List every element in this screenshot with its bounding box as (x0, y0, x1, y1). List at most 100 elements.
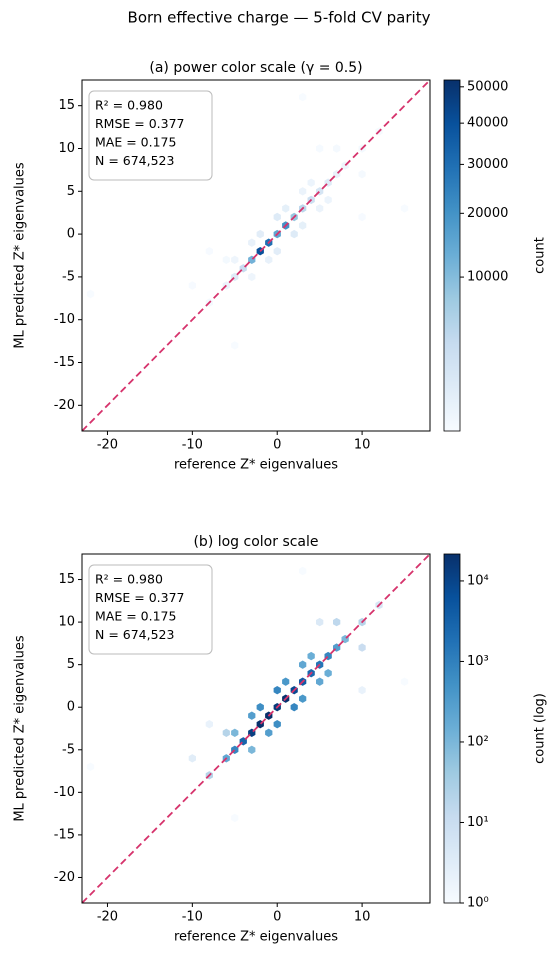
hexbin (256, 703, 264, 712)
colorbar (443, 79, 461, 432)
hexbin (205, 247, 213, 256)
x-tick-label: -20 (97, 910, 118, 925)
y-tick-label: 10 (58, 615, 75, 630)
y-tick-label: -10 (54, 785, 75, 800)
axes-frame (81, 553, 431, 904)
hexbin (248, 711, 256, 720)
hexbin (358, 170, 366, 179)
hexbin (265, 255, 273, 264)
annotation-line: MAE = 0.175 (95, 135, 176, 150)
axes-frame (81, 79, 431, 432)
y-tick-label: 15 (58, 572, 75, 587)
annotation-line: R² = 0.980 (95, 572, 163, 587)
y-tick-label: -5 (62, 269, 75, 284)
annotation-box (88, 90, 213, 181)
y-tick-label: -20 (54, 398, 75, 413)
annotation-line: R² = 0.980 (95, 98, 163, 113)
hexbin (282, 204, 290, 213)
x-axis-label: reference Z* eigenvalues (174, 930, 338, 945)
hexbin (400, 204, 409, 213)
x-tick-label: 0 (273, 910, 281, 925)
colorbar-label: count (log) (533, 693, 548, 764)
panel-title: (a) power color scale (γ = 0.5) (149, 60, 362, 76)
y-axis-label: ML predicted Z* eigenvalues (13, 635, 28, 822)
hexbin (86, 762, 95, 771)
hexbin (248, 272, 256, 282)
hexbin (273, 247, 281, 256)
hexbin (222, 728, 230, 737)
x-axis-label: reference Z* eigenvalues (174, 458, 338, 473)
y-axis-label: ML predicted Z* eigenvalues (13, 162, 28, 349)
hexbin (265, 728, 273, 737)
annotation-line: MAE = 0.175 (95, 609, 176, 624)
y-tick-label: -5 (62, 742, 75, 757)
hexbin (400, 677, 409, 686)
annotation-line: N = 674,523 (95, 153, 174, 168)
hexbin (358, 212, 366, 222)
hexbin (188, 754, 196, 763)
hexbin (316, 677, 324, 686)
hexbin (333, 144, 341, 153)
hexbin (290, 229, 298, 239)
hexbin (256, 229, 264, 239)
hexbin (273, 212, 281, 222)
hexbin (299, 566, 307, 576)
hexbin (222, 255, 230, 264)
hexbin (316, 144, 324, 153)
colorbar-tick-label: 40000 (467, 116, 508, 131)
hexbin (299, 660, 307, 669)
hexbin (358, 643, 366, 652)
x-tick-label: 0 (273, 438, 281, 453)
hexbin (324, 195, 332, 205)
hexbin (205, 720, 213, 729)
colorbar-tick-label: 10¹ (467, 815, 489, 830)
y-tick-label: -20 (54, 870, 75, 885)
x-tick-label: -10 (182, 910, 203, 925)
hexbin (248, 745, 256, 754)
y-tick-label: 15 (58, 98, 75, 113)
figure-title: Born effective charge — 5-fold CV parity (128, 9, 431, 27)
hexbin (299, 221, 307, 230)
identity-line (82, 80, 430, 431)
hexbin (231, 255, 239, 264)
hexbin (86, 289, 95, 299)
y-tick-label: -10 (54, 312, 75, 327)
y-tick-label: 5 (67, 184, 75, 199)
y-tick-label: -15 (54, 827, 75, 842)
colorbar-tick-label: 10⁴ (467, 573, 489, 588)
hexbin (299, 694, 307, 703)
hexbin (299, 187, 307, 196)
x-tick-label: -20 (97, 438, 118, 453)
hexbin (188, 281, 196, 290)
colorbar-tick-label: 10⁰ (467, 896, 489, 911)
colorbar-tick-label: 10³ (467, 654, 489, 669)
colorbar-tick-label: 20000 (467, 206, 508, 221)
hexbin (324, 669, 332, 678)
colorbar (443, 553, 461, 904)
annotation-line: RMSE = 0.377 (95, 116, 185, 131)
plot-area (82, 80, 430, 431)
hexbin (290, 703, 298, 712)
plot-area (82, 554, 430, 903)
colorbar-tick-label: 10000 (467, 270, 508, 285)
x-tick-label: 10 (354, 438, 371, 453)
hexbin (273, 720, 281, 729)
colorbar-tick-label: 50000 (467, 79, 508, 94)
hexbin (307, 651, 315, 661)
hexbin (231, 813, 239, 823)
hexbin (316, 204, 324, 213)
hexbin (273, 686, 281, 695)
colorbar-label: count (533, 237, 548, 274)
x-tick-label: 10 (354, 910, 371, 925)
hexbin (299, 92, 307, 102)
y-tick-label: 0 (67, 700, 75, 715)
y-tick-label: 10 (58, 141, 75, 156)
hexbin (282, 677, 290, 686)
y-tick-label: -15 (54, 355, 75, 370)
annotation-line: N = 674,523 (95, 627, 174, 642)
y-tick-label: 0 (67, 227, 75, 242)
hexbin (307, 178, 315, 187)
colorbar-tick-label: 30000 (467, 157, 508, 172)
annotation-line: RMSE = 0.377 (95, 590, 185, 605)
